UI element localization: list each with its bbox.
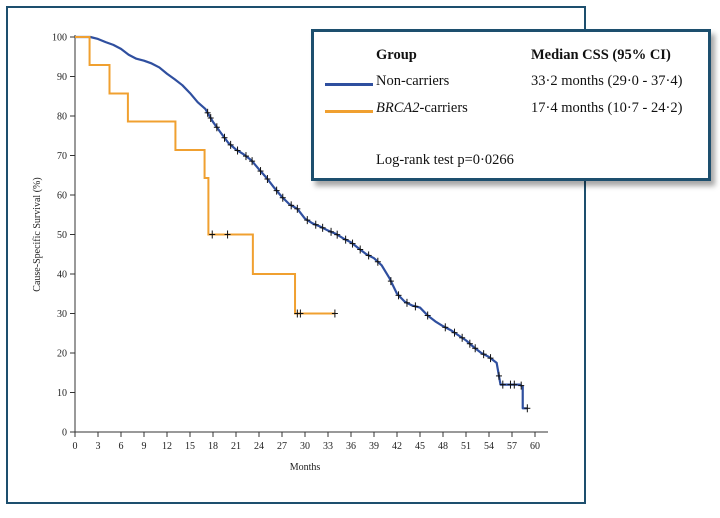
x-tick-label: 15 [185,441,195,452]
censor-mark [204,108,211,117]
series-line-brca2 [75,36,335,315]
censor-mark [249,157,256,166]
y-tick-label: 40 [57,270,67,281]
censor-mark [227,140,234,149]
x-tick-label: 27 [277,441,287,452]
y-tick-label: 70 [57,151,67,162]
censor-mark [442,323,449,332]
legend-label-brca2-suffix: -carriers [419,100,468,116]
censor-mark [387,277,394,286]
censor-mark [424,311,431,320]
y-tick-label: 10 [57,388,67,399]
censor-mark [319,223,326,232]
censor-mark [499,380,506,389]
x-tick-label: 60 [530,441,540,452]
legend-box: Group Median CSS (95% CI) Non-carriers 3… [311,29,711,181]
censor-mark [342,235,349,244]
x-tick-label: 39 [369,441,379,452]
legend-line-brca2 [325,110,373,113]
censor-mark [207,114,214,123]
x-tick-label: 12 [162,441,172,452]
censor-mark [480,350,487,359]
censor-mark [213,123,220,132]
censor-mark [472,344,479,353]
x-tick-label: 57 [507,441,517,452]
x-tick-label: 36 [346,441,356,452]
censor-mark [466,339,473,348]
x-tick-label: 45 [415,441,425,452]
x-tick-label: 18 [208,441,218,452]
x-tick-label: 0 [73,441,78,452]
series-layer [75,35,531,413]
censor-mark [374,257,381,266]
censor-mark [234,146,241,155]
x-tick-label: 21 [231,441,241,452]
x-tick-label: 6 [119,441,124,452]
censor-mark [511,380,518,389]
censor-mark [294,204,301,213]
y-axis-title: Cause-Specific Survival (%) [32,177,43,291]
x-tick-label: 42 [392,441,402,452]
y-tick-label: 30 [57,309,67,320]
censor-mark [403,298,410,307]
legend-label-noncarriers: Non-carriers [376,73,450,89]
x-tick-label: 24 [254,441,264,452]
legend-label-brca2-italic: BRCA2 [376,100,420,116]
y-tick-label: 60 [57,191,67,202]
y-tick-label: 50 [57,230,67,241]
legend-median-brca2: 17·4 months (10·7 - 24·2) [531,100,683,116]
censor-mark [257,167,264,176]
x-tick-label: 54 [484,441,494,452]
x-tick-label: 48 [438,441,448,452]
censor-mark [273,186,280,195]
censor-mark [304,216,311,225]
logrank-text: Log-rank test p=0·0266 [376,152,514,168]
legend-line-noncarriers [325,83,373,86]
legend-label-brca2: BRCA2-carriers [376,100,468,117]
x-tick-label: 9 [142,441,147,452]
censor-mark [334,230,341,239]
censor-mark [518,381,525,390]
censor-mark [221,133,228,142]
censor-mark [209,230,216,239]
y-tick-label: 100 [52,33,67,44]
censor-mark [395,291,402,300]
legend-median-header: Median CSS (95% CI) [531,47,671,63]
y-tick-label: 90 [57,72,67,83]
censor-mark [242,152,249,161]
censor-mark [224,230,231,239]
censor-mark [312,220,319,229]
censor-mark [357,245,364,254]
y-tick-label: 20 [57,349,67,360]
legend-group-header: Group [376,47,417,63]
x-tick-label: 51 [461,441,471,452]
censor-mark [524,404,531,413]
series-line-noncarriers [75,35,528,410]
censor-mark [264,175,271,184]
y-tick-label: 0 [62,428,67,439]
censor-mark [297,309,304,318]
x-tick-label: 33 [323,441,333,452]
censor-mark [349,239,356,248]
axes: 0 3 6 9 12 15 18 21 24 27 30 33 36 39 42 45 48 51 54 57 6001… [32,33,548,473]
censor-mark [331,309,338,318]
x-tick-label: 3 [96,441,101,452]
legend-row-brca2: BRCA2-carriers 17·4 months (10·7 - 24·2) [314,100,708,120]
censor-mark [495,371,502,380]
censor-mark [451,328,458,337]
x-tick-label: 30 [300,441,310,452]
censor-mark [459,333,466,342]
censor-mark [288,201,295,210]
censor-mark [412,302,419,311]
y-tick-label: 80 [57,112,67,123]
legend-median-noncarriers: 33·2 months (29·0 - 37·4) [531,73,683,89]
censor-mark [279,193,286,202]
legend-row-noncarriers: Non-carriers 33·2 months (29·0 - 37·4) [314,73,708,93]
censor-mark [365,251,372,260]
censor-mark [328,227,335,236]
censor-mark [487,354,494,363]
x-axis-title: Months [290,462,321,473]
